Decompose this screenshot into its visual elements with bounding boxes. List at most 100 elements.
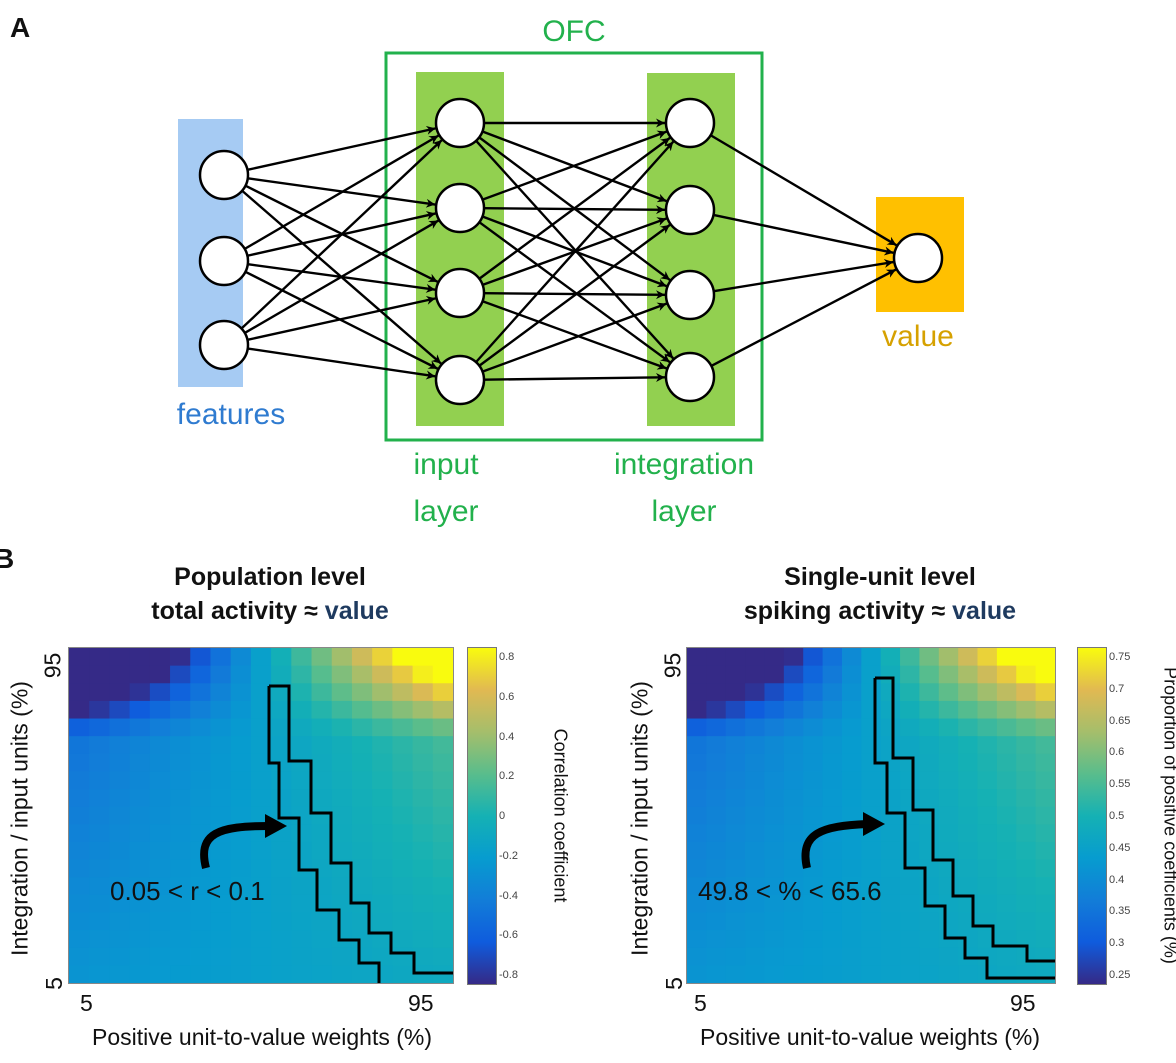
heatmap-cell — [900, 877, 921, 896]
colorbar-tick: 0.6 — [499, 690, 515, 703]
heatmap-cell — [210, 718, 232, 737]
heatmap-cell — [230, 648, 252, 667]
heatmap-cell — [149, 947, 171, 966]
heatmap-cell — [783, 947, 804, 966]
heatmap-cell — [938, 824, 959, 843]
heatmap-cell — [69, 841, 90, 861]
heatmap-cell — [89, 894, 111, 914]
heatmap-cell — [900, 665, 921, 684]
right-xtick-right: 95 — [1010, 990, 1036, 1016]
heatmap-cell — [432, 718, 453, 737]
heatmap-cell — [372, 965, 393, 983]
heatmap-cell — [783, 753, 804, 773]
heatmap-cell — [841, 789, 862, 808]
heatmap-cell — [190, 736, 212, 755]
heatmap-cell — [129, 718, 151, 737]
heatmap-cell — [170, 700, 191, 720]
heatmap-cell — [351, 648, 373, 667]
heatmap-cell — [1016, 771, 1037, 790]
heatmap-cell — [351, 718, 373, 737]
heatmap-cell — [803, 877, 824, 896]
heatmap-cell — [822, 771, 843, 790]
heatmap-cell — [880, 683, 901, 702]
panel-b-letter: B — [0, 543, 15, 574]
heatmap-cell — [783, 700, 804, 720]
heatmap-cell — [958, 859, 979, 878]
colorbar-tick: 0.4 — [499, 730, 515, 743]
heatmap-cell — [190, 789, 212, 808]
heatmap-cell — [803, 894, 824, 914]
heatmap-cell — [412, 877, 434, 896]
heatmap-cell — [803, 965, 824, 983]
heatmap-cell — [880, 824, 901, 843]
heatmap-cell — [803, 771, 824, 790]
heatmap-cell — [841, 771, 862, 790]
input-node — [434, 267, 486, 319]
heatmap-cell — [190, 753, 212, 773]
right-colorbar — [1077, 647, 1107, 985]
heatmap-cell — [210, 736, 232, 755]
heatmap-cell — [331, 912, 353, 931]
heatmap-cell — [745, 753, 766, 773]
colorbar-tick: 0.55 — [1109, 778, 1131, 791]
heatmap-cell — [958, 877, 979, 896]
heatmap-cell — [725, 789, 746, 808]
heatmap-cell — [291, 824, 313, 843]
heatmap-cell — [271, 965, 292, 983]
heatmap-cell — [432, 648, 453, 667]
heatmap-cell — [1016, 700, 1037, 720]
heatmap-cell — [250, 965, 272, 983]
heatmap-cell — [803, 718, 824, 737]
heatmap-cell — [1035, 665, 1055, 684]
heatmap-cell — [919, 753, 940, 773]
heatmap-cell — [351, 841, 373, 861]
heatmap-cell — [69, 771, 90, 790]
heatmap-cell — [271, 877, 292, 896]
heatmap-cell — [372, 736, 393, 755]
heatmap-cell — [69, 789, 90, 808]
heatmap-cell — [89, 789, 111, 808]
heatmap-cell — [109, 841, 131, 861]
heatmap-cell — [938, 753, 959, 773]
heatmap-cell — [745, 700, 766, 720]
heatmap-cell — [1035, 718, 1055, 737]
heatmap-cell — [977, 841, 998, 861]
heatmap-cell — [210, 894, 232, 914]
heatmap-cell — [392, 877, 414, 896]
heatmap-cell — [89, 648, 111, 667]
heatmap-cell — [170, 736, 191, 755]
heatmap-cell — [311, 789, 333, 808]
heatmap-cell — [938, 700, 959, 720]
heatmap-cell — [725, 665, 746, 684]
heatmap-cell — [687, 665, 707, 684]
heatmap-cell — [372, 912, 393, 931]
heatmap-cell — [311, 965, 333, 983]
heatmap-cell — [129, 683, 151, 702]
heatmap-cell — [977, 912, 998, 931]
heatmap-cell — [311, 753, 333, 773]
feature-node — [198, 235, 250, 287]
heatmap-cell — [803, 930, 824, 949]
heatmap-cell — [190, 700, 212, 720]
integration-node — [664, 351, 716, 403]
heatmap-cell — [372, 806, 393, 825]
heatmap-cell — [977, 683, 998, 702]
left-xlabel: Positive unit-to-value weights (%) — [92, 1024, 433, 1050]
heatmap-cell — [250, 789, 272, 808]
heatmap-cell — [392, 648, 414, 667]
heatmap-cell — [432, 789, 453, 808]
heatmap-cell — [861, 930, 882, 949]
heatmap-cell — [149, 736, 171, 755]
heatmap-cell — [331, 753, 353, 773]
heatmap-cell — [783, 806, 804, 825]
heatmap-cell — [822, 753, 843, 773]
heatmap-cell — [958, 894, 979, 914]
heatmap-cell — [764, 648, 785, 667]
heatmap-cell — [109, 859, 131, 878]
heatmap-cell — [996, 806, 1017, 825]
heatmap-cell — [938, 771, 959, 790]
heatmap-cell — [783, 877, 804, 896]
heatmap-cell — [783, 894, 804, 914]
heatmap-cell — [745, 912, 766, 931]
heatmap-cell — [822, 789, 843, 808]
